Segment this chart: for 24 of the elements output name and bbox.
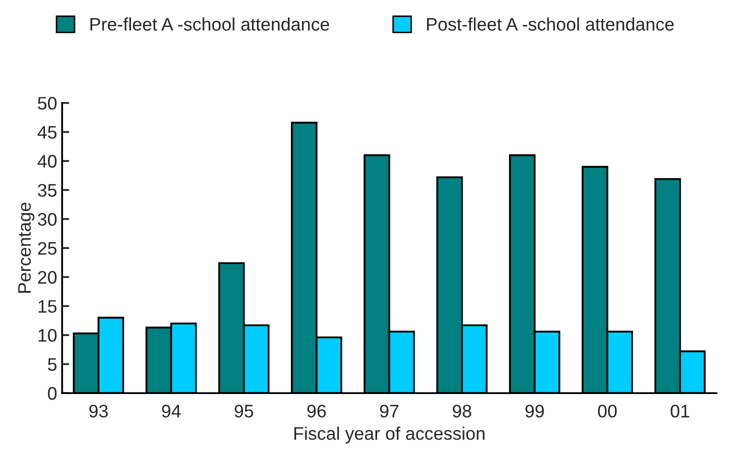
legend-label: Pre-fleet A -school attendance xyxy=(90,17,330,31)
x-tick-label: 96 xyxy=(307,404,326,418)
y-tick-label: 30 xyxy=(38,212,57,226)
x-tick-label: 94 xyxy=(162,404,181,418)
y-tick-label: 5 xyxy=(48,358,57,371)
y-tick-label: 0 xyxy=(48,387,57,400)
x-tick-label: 00 xyxy=(598,404,617,418)
legend-label: Post-fleet A -school attendance xyxy=(427,17,674,31)
y-tick-label: 45 xyxy=(38,126,57,139)
y-tick-label: 20 xyxy=(38,270,57,284)
y-tick-label: 35 xyxy=(38,184,57,197)
y-tick-label: 50 xyxy=(38,96,57,110)
y-tick-label: 25 xyxy=(38,242,57,255)
x-tick-label: 99 xyxy=(525,404,544,418)
y-axis-title: Percentage xyxy=(18,202,34,293)
x-tick-label: 95 xyxy=(234,404,254,418)
x-tick-label: 97 xyxy=(380,404,398,418)
x-tick-label: 98 xyxy=(452,404,472,418)
y-tick-label: 10 xyxy=(38,329,57,342)
y-tick-label: 15 xyxy=(38,300,57,313)
x-tick-label: 93 xyxy=(89,404,108,418)
y-tick-label: 40 xyxy=(38,154,57,168)
x-tick-label: 01 xyxy=(670,404,690,418)
x-axis-title: Fiscal year of accession xyxy=(294,426,484,444)
